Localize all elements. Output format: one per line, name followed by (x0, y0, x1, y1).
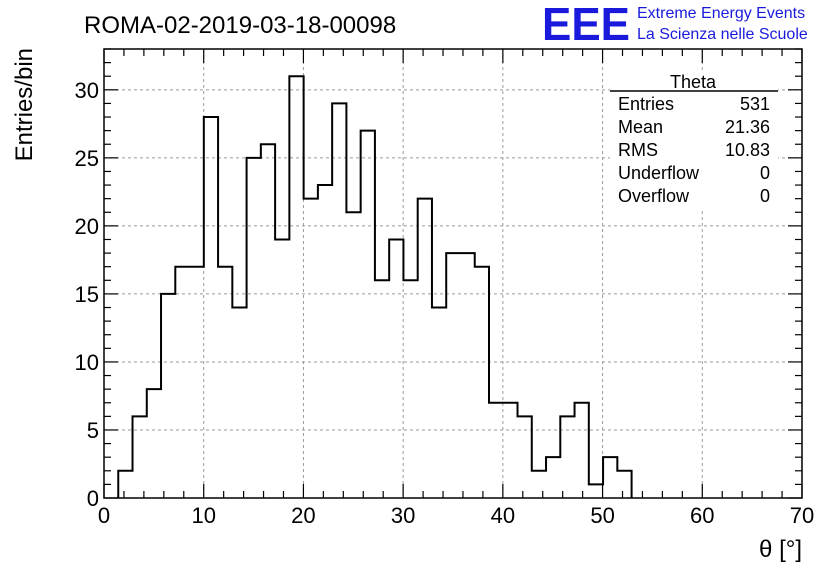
y-tick-label: 20 (75, 214, 99, 239)
stats-box: Theta Entries 531 Mean 21.36 RMS 10.83 Underfl… (610, 71, 778, 211)
stats-row-value: 0 (760, 163, 770, 183)
stats-row-label: Underflow (618, 163, 700, 183)
x-tick-labels: 0 10 20 30 40 50 60 70 (98, 503, 814, 528)
x-tick-label: 30 (391, 503, 415, 528)
y-tick-label: 30 (75, 78, 99, 103)
plot-frame (103, 48, 803, 499)
x-tick-label: 70 (790, 503, 814, 528)
stats-row-value: 531 (740, 94, 770, 114)
stats-row-label: Overflow (618, 186, 690, 206)
axis-ticks (103, 48, 803, 499)
x-axis-label: θ [°] (759, 536, 802, 563)
x-tick-label: 40 (491, 503, 515, 528)
x-tick-label: 20 (291, 503, 315, 528)
stats-row-label: RMS (618, 140, 658, 160)
histogram-step-line (117, 75, 633, 498)
x-tick-label: 0 (98, 503, 110, 528)
x-tick-label: 50 (590, 503, 614, 528)
y-tick-label: 10 (75, 350, 99, 375)
logo-line-1: Extreme Energy Events (637, 5, 805, 22)
x-tick-label: 60 (690, 503, 714, 528)
y-tick-label: 25 (75, 146, 99, 171)
y-tick-label: 0 (87, 486, 99, 511)
stats-row-label: Entries (618, 94, 674, 114)
chart-title: ROMA-02-2019-03-18-00098 (84, 12, 396, 39)
stats-row-value: 10.83 (725, 140, 770, 160)
stats-row-value: 21.36 (725, 117, 770, 137)
stats-box-name: Theta (670, 72, 717, 92)
eee-logo-mark: EEE (542, 0, 630, 50)
y-tick-label: 15 (75, 282, 99, 307)
y-tick-labels: 0 5 10 15 20 25 30 (75, 78, 99, 511)
eee-logo: EEE Extreme Energy Events La Scienza nel… (542, 0, 808, 50)
logo-line-2: La Scienza nelle Scuole (637, 26, 808, 43)
stats-row-value: 0 (760, 186, 770, 206)
y-axis-label: Entries/bin (11, 48, 38, 161)
x-tick-label: 10 (191, 503, 215, 528)
y-tick-label: 5 (87, 418, 99, 443)
stats-row-label: Mean (618, 117, 663, 137)
